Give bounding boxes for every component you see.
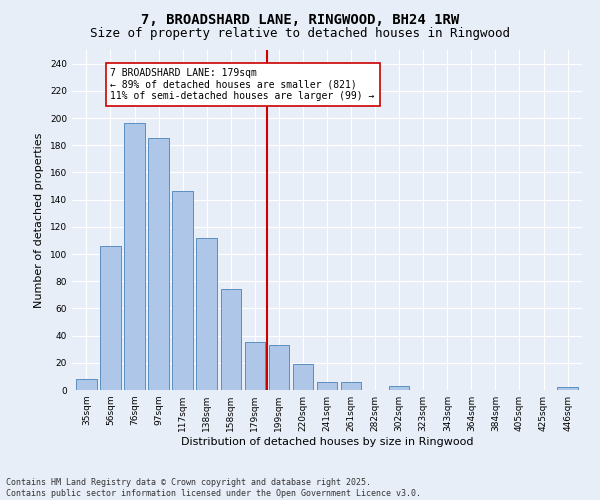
Bar: [341, 382, 361, 390]
Text: Size of property relative to detached houses in Ringwood: Size of property relative to detached ho…: [90, 28, 510, 40]
Bar: [148, 138, 169, 390]
Bar: [557, 388, 578, 390]
Bar: [389, 386, 409, 390]
Text: 7 BROADSHARD LANE: 179sqm
← 89% of detached houses are smaller (821)
11% of semi: 7 BROADSHARD LANE: 179sqm ← 89% of detac…: [110, 68, 375, 101]
Y-axis label: Number of detached properties: Number of detached properties: [34, 132, 44, 308]
Bar: [124, 124, 145, 390]
Bar: [221, 290, 241, 390]
Bar: [317, 382, 337, 390]
Bar: [172, 192, 193, 390]
Bar: [196, 238, 217, 390]
Bar: [293, 364, 313, 390]
Bar: [269, 345, 289, 390]
Text: 7, BROADSHARD LANE, RINGWOOD, BH24 1RW: 7, BROADSHARD LANE, RINGWOOD, BH24 1RW: [141, 12, 459, 26]
Bar: [100, 246, 121, 390]
X-axis label: Distribution of detached houses by size in Ringwood: Distribution of detached houses by size …: [181, 437, 473, 447]
Bar: [76, 379, 97, 390]
Bar: [245, 342, 265, 390]
Text: Contains HM Land Registry data © Crown copyright and database right 2025.
Contai: Contains HM Land Registry data © Crown c…: [6, 478, 421, 498]
